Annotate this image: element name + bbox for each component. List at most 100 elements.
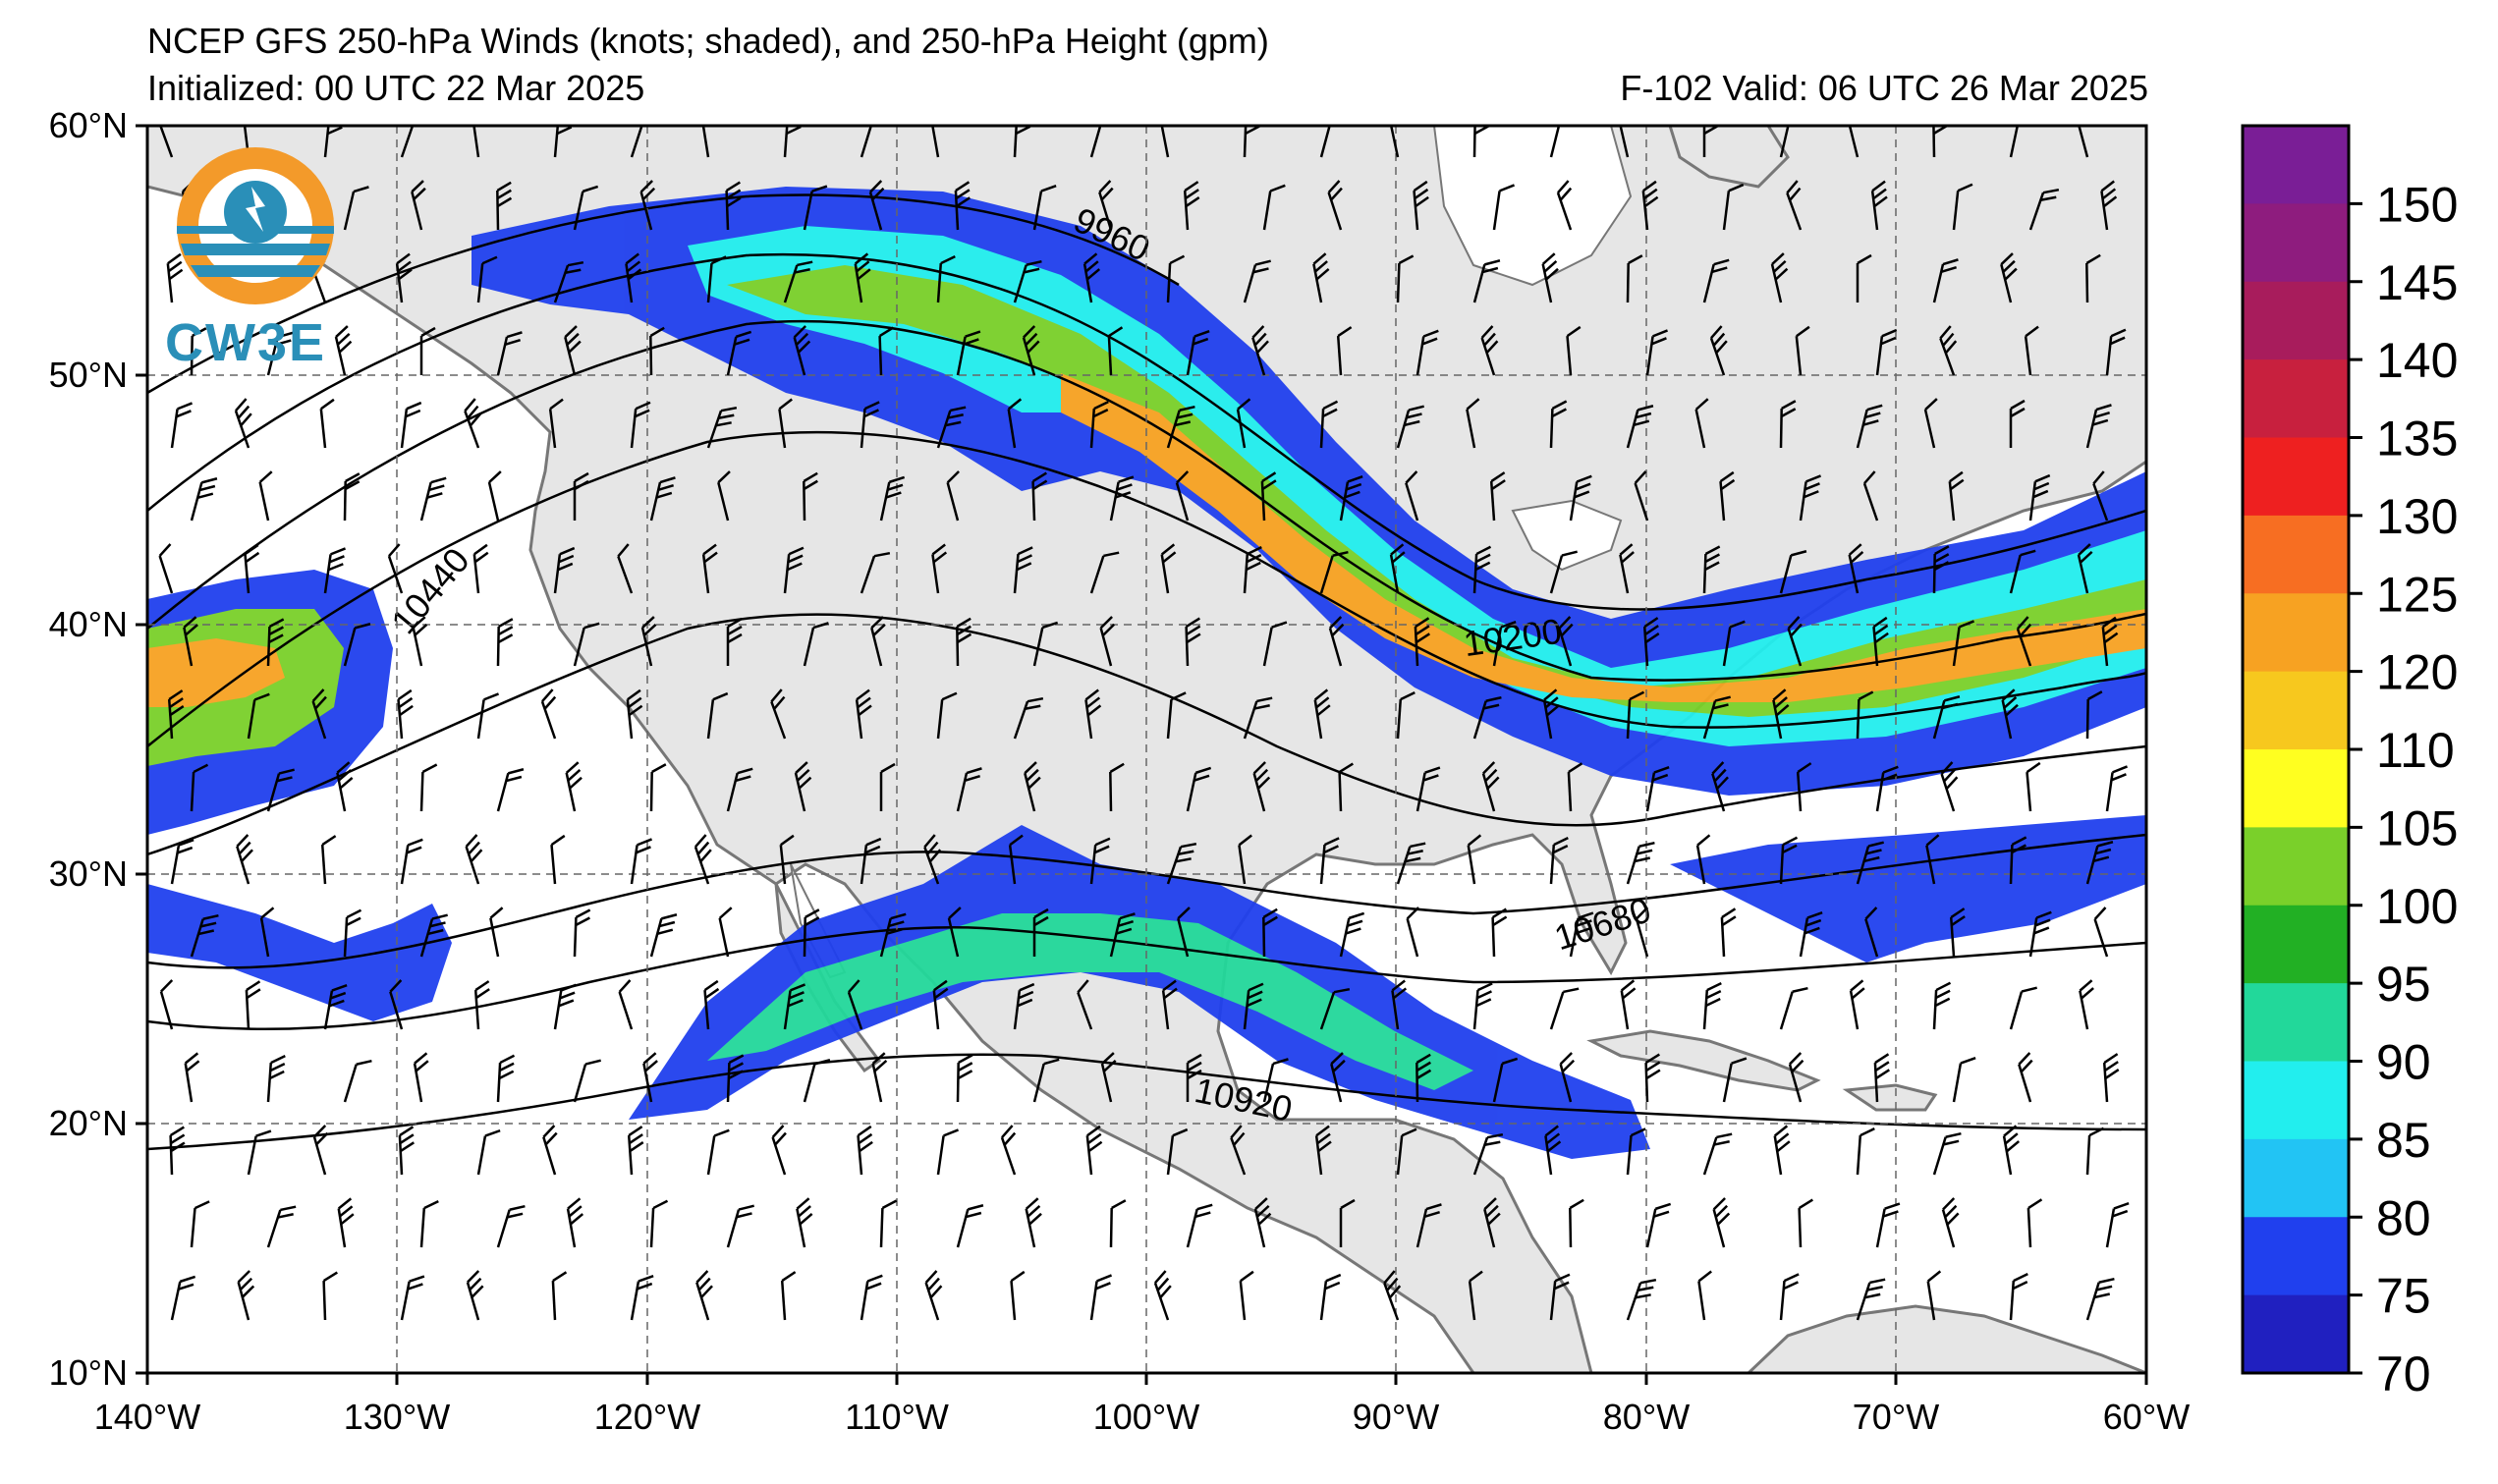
lon-tick-label: 110°W (845, 1397, 949, 1437)
wind-barb (1314, 1125, 1332, 1176)
wind-barb (1396, 254, 1415, 303)
wind-barb (1260, 471, 1277, 522)
wind-barb (780, 1271, 797, 1321)
wind-barb (258, 470, 273, 522)
wind-barb (936, 1128, 960, 1176)
wind-barb (1109, 1199, 1127, 1248)
wind-barb (1875, 1202, 1901, 1248)
wind-barb (496, 618, 514, 667)
wind-barb (1870, 180, 1888, 231)
wind-barb (1719, 470, 1736, 522)
colorbar-segment (2243, 515, 2349, 594)
greenland-land (1668, 126, 1790, 189)
wind-barb (387, 543, 404, 594)
wind-barb (236, 834, 253, 885)
colorbar-tick-label: 90 (2376, 1035, 2431, 1090)
wind-barb (860, 1274, 883, 1321)
height-contour-4 (147, 430, 2146, 747)
wind-barb (566, 1197, 584, 1248)
wind-barb (1644, 1053, 1661, 1103)
wind-barb (2028, 910, 2052, 958)
wind-barb (573, 908, 591, 958)
wind-barb (649, 476, 676, 522)
wind-barb (879, 762, 896, 811)
wind-barb (184, 1052, 200, 1103)
wind-barb (1549, 550, 1578, 594)
wind-barb (323, 126, 344, 158)
colorbar-tick-label: 70 (2376, 1347, 2431, 1402)
height-contour-8 (147, 1053, 2146, 1151)
wind-barb (936, 406, 967, 449)
wind-barb (1940, 761, 1959, 812)
wind-barb (1626, 405, 1654, 449)
wind-barb (550, 834, 566, 885)
wind-barb (565, 761, 583, 812)
wind-barb (1620, 979, 1637, 1030)
wind-barb (1472, 126, 1490, 158)
wind-barb (1185, 617, 1201, 667)
wind-barb (947, 907, 962, 958)
wind-barb (2085, 404, 2112, 449)
wind-barb (929, 126, 946, 158)
lon-tick-label: 140°W (94, 1397, 200, 1437)
wind-barb (337, 1197, 355, 1248)
wind-barb (413, 1052, 429, 1103)
wind-barb (726, 617, 743, 666)
wind-barb (879, 1199, 898, 1248)
wind-barb (1166, 254, 1186, 303)
wind-barb (389, 979, 404, 1030)
wind-barb (879, 475, 906, 522)
wind-barb (1186, 1053, 1202, 1102)
wind-barb (1166, 842, 1197, 885)
wind-barb (1013, 546, 1033, 594)
wind-barb (190, 913, 219, 958)
colorbar-segment (2243, 593, 2349, 673)
wind-barb (1492, 620, 1517, 667)
colorbar-tick-label: 140 (2376, 333, 2458, 388)
wind-barb (1779, 400, 1797, 449)
wind-barb (1569, 474, 1592, 522)
wind-barb (695, 1270, 713, 1321)
wind-barb (1932, 258, 1959, 303)
height-contour-3 (147, 319, 2146, 682)
wind-barb (419, 476, 447, 522)
wind-barb (1107, 326, 1124, 376)
wind-barb (1472, 259, 1501, 303)
wind-barb (319, 398, 335, 449)
wind-barb (701, 543, 718, 594)
wind-barb (1262, 1058, 1289, 1103)
wind-barb (783, 260, 813, 303)
wind-barb (419, 326, 436, 375)
wind-barb (725, 181, 742, 231)
wind-barb (2085, 1277, 2115, 1321)
wind-barb (879, 912, 907, 958)
wind-barb (322, 1271, 338, 1321)
wind-barb (1702, 695, 1731, 740)
colorbar-segment (2243, 827, 2349, 907)
wind-barb (1319, 837, 1340, 885)
lon-tick-label: 60°W (2103, 1397, 2190, 1437)
wind-barb (630, 838, 653, 885)
wind-barb (854, 252, 871, 303)
great-lakes-water (1511, 499, 1623, 572)
wind-barb (1262, 907, 1278, 958)
wind-barb (1566, 325, 1582, 376)
wind-barb (1238, 834, 1252, 885)
lon-tick-label: 100°W (1093, 1397, 1199, 1437)
wind-barb (1770, 252, 1789, 303)
wind-barb (334, 325, 353, 376)
wind-barb (1089, 551, 1120, 594)
wind-barb (496, 1054, 516, 1103)
wind-barb (1013, 259, 1042, 303)
wind-barb (1702, 981, 1722, 1030)
wind-barb (694, 834, 712, 885)
wind-barb (1864, 907, 1879, 958)
wind-barb (630, 1274, 654, 1321)
wind-barb (1175, 470, 1190, 522)
wind-barb (2001, 688, 2019, 740)
wind-barb (1641, 180, 1659, 231)
wind-barb (1391, 979, 1408, 1030)
wind-barb (1952, 620, 1975, 667)
wind-barb (343, 186, 369, 231)
wind-barb (411, 180, 426, 231)
